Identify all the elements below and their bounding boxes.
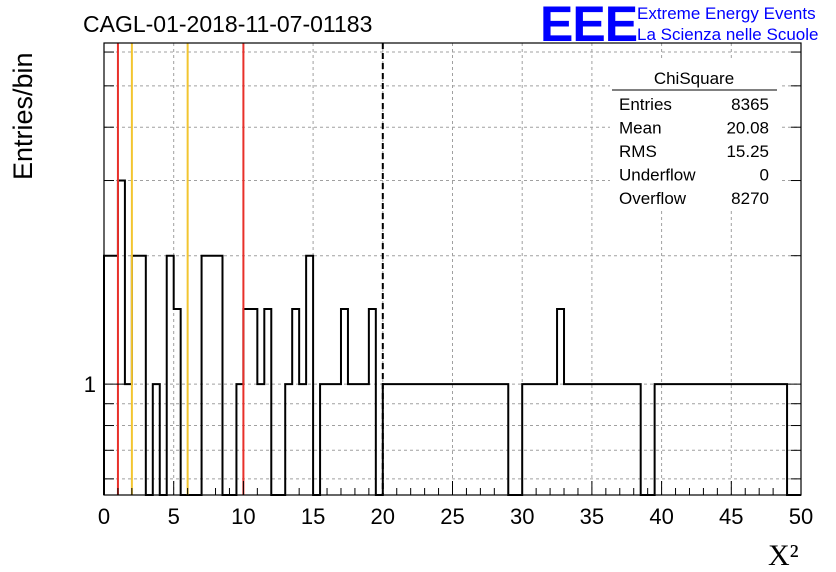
- stats-value: 20.08: [726, 119, 769, 138]
- threshold-lines: [116, 43, 384, 495]
- stats-value: 8365: [731, 95, 769, 114]
- x-tick-label: 0: [98, 504, 110, 529]
- y-axis-label: Entries/bin: [8, 52, 38, 180]
- logo-line-2: La Scienza nelle Scuole: [637, 25, 818, 44]
- stats-label: RMS: [619, 142, 657, 161]
- chart-title: CAGL-01-2018-11-07-01183: [83, 11, 372, 37]
- x-tick-label: 20: [371, 504, 395, 529]
- logo-line-1: Extreme Energy Events: [637, 4, 816, 23]
- stats-label: Overflow: [619, 189, 687, 208]
- stats-value: 0: [760, 166, 769, 185]
- eee-logo: EEE Extreme Energy Events La Scienza nel…: [540, 0, 818, 52]
- x-tick-label: 45: [719, 504, 743, 529]
- x-tick-label: 35: [580, 504, 604, 529]
- tick-labels: 0 5 10 15 20 25 30 35 40 45 50 1: [84, 372, 813, 529]
- stats-value: 15.25: [726, 142, 769, 161]
- x-tick-label: 15: [301, 504, 325, 529]
- stats-box: ChiSquare Entries 8365 Mean 20.08 RMS 15.25 Un…: [610, 60, 780, 210]
- x-tick-label: 40: [649, 504, 673, 529]
- x-tick-label: 30: [510, 504, 534, 529]
- eee-logo-text: EEE: [540, 0, 637, 52]
- x-tick-label: 10: [231, 504, 255, 529]
- x-tick-label: 25: [440, 504, 464, 529]
- x-tick-label: 50: [789, 504, 813, 529]
- stats-label: Mean: [619, 119, 662, 138]
- stats-title: ChiSquare: [654, 69, 734, 88]
- stats-value: 8270: [731, 189, 769, 208]
- stats-label: Entries: [619, 95, 672, 114]
- y-tick-label: 1: [84, 372, 96, 397]
- axis-ticks: [103, 51, 802, 495]
- stats-label: Underflow: [619, 166, 696, 185]
- x-tick-label: 5: [168, 504, 180, 529]
- x-axis-label: X²: [768, 539, 799, 572]
